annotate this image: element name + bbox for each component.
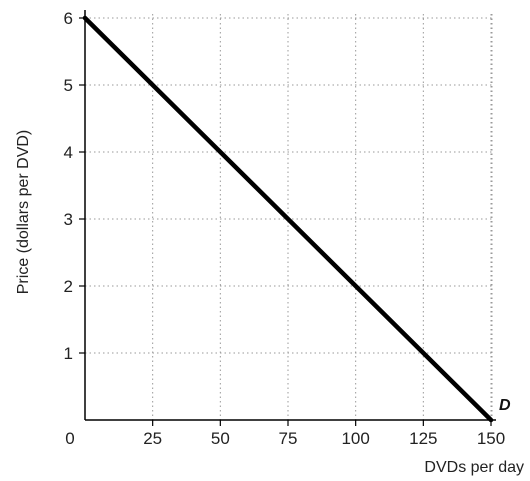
demand-curve-label: D <box>499 397 511 414</box>
x-tick-label: 100 <box>341 429 369 448</box>
x-tick-label: 50 <box>211 429 230 448</box>
y-tick-label: 6 <box>64 9 73 28</box>
x-tick-label: 125 <box>409 429 437 448</box>
series-layer <box>82 15 494 423</box>
y-tick-label: 3 <box>64 210 73 229</box>
x-tick-label: 25 <box>143 429 162 448</box>
y-tick-label: 1 <box>64 344 73 363</box>
x-axis-title: DVDs per day <box>424 459 524 476</box>
y-tick-label: 2 <box>64 277 73 296</box>
labels: Price (dollars per DVD) DVDs per day 1 2 3… <box>15 9 524 476</box>
x-tick-label: 150 <box>477 429 505 448</box>
axes <box>79 10 496 426</box>
y-tick-label: 5 <box>64 76 73 95</box>
x-tick-label: 0 <box>65 429 74 448</box>
demand-curve-line <box>82 15 494 423</box>
y-tick-label: 4 <box>64 143 73 162</box>
grid <box>85 14 493 420</box>
y-axis-title: Price (dollars per DVD) <box>15 130 32 294</box>
x-tick-label: 75 <box>279 429 298 448</box>
